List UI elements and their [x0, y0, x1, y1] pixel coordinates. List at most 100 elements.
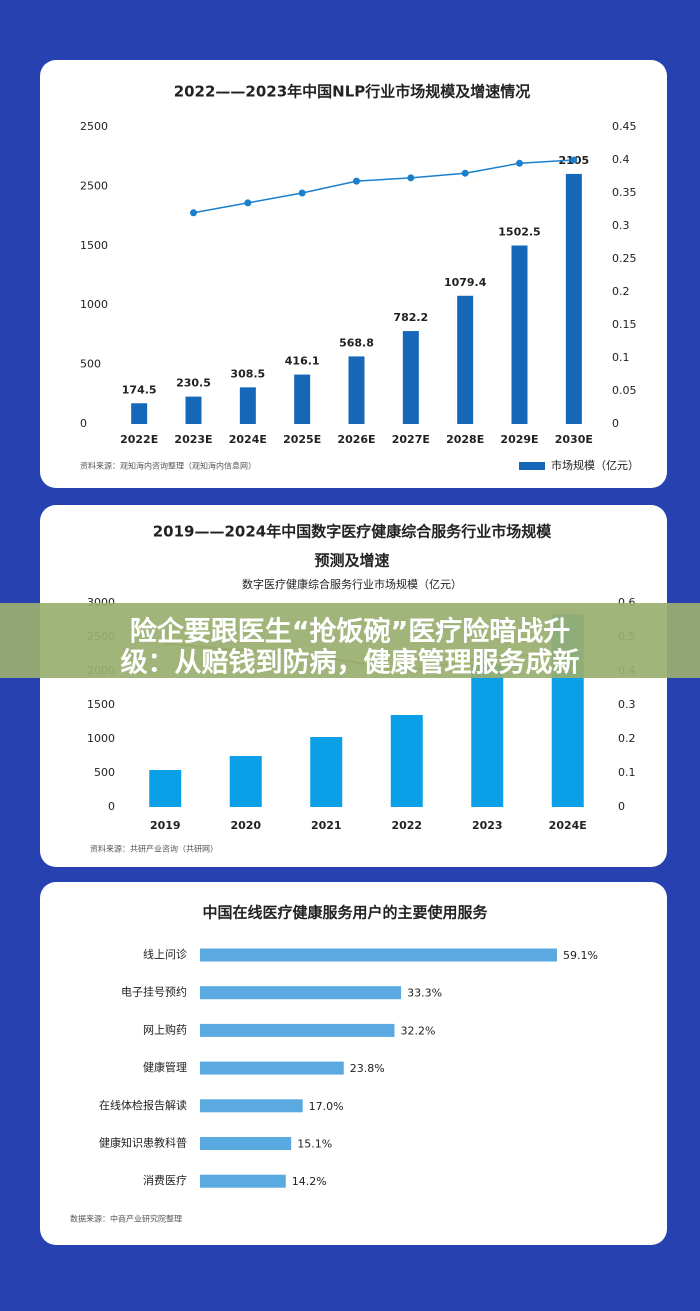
y-tick-label: 消费医疗: [143, 1173, 187, 1187]
x-tick-label: 2022E: [120, 433, 158, 446]
line-marker: [298, 189, 306, 197]
x-tick-label: 2025E: [283, 433, 321, 446]
line-marker: [570, 156, 578, 164]
bar: [200, 1023, 395, 1037]
chart-subtitle: 数字医疗健康综合服务行业市场规模（亿元）: [242, 577, 462, 591]
x-tick-label: 2019: [150, 819, 181, 832]
bar: [390, 714, 423, 807]
bar: [200, 1099, 303, 1113]
y2-tick-label: 0.2: [618, 732, 636, 745]
bar: [565, 173, 582, 424]
bar: [200, 948, 557, 962]
data-label: 174.5: [122, 383, 157, 396]
bar: [310, 737, 343, 807]
y-tick-label: 1500: [87, 698, 115, 711]
bar: [511, 245, 528, 424]
y-tick-label: 2500: [80, 120, 108, 133]
y-tick-label: 线上问诊: [143, 947, 187, 961]
line-marker: [461, 169, 469, 177]
bar: [131, 403, 148, 424]
source: 资料来源：共研产业咨询（共研网）: [90, 844, 218, 854]
banner-text: 级：从赔钱到防病，健康管理服务成新: [121, 647, 580, 679]
data-label: 230.5: [176, 377, 211, 390]
x-tick-label: 2028E: [446, 433, 484, 446]
data-label: 23.8%: [350, 1062, 385, 1075]
bar: [200, 1174, 286, 1188]
x-tick-label: 2026E: [337, 433, 375, 446]
source: 资料来源：观知海内咨询整理（观知海内信息网）: [80, 461, 256, 471]
card: [40, 60, 667, 488]
line-marker: [407, 174, 415, 182]
y2-tick-label: 0.3: [618, 698, 636, 711]
y-tick-label: 健康管理: [143, 1060, 187, 1074]
chart-title: 预测及增速: [314, 552, 389, 570]
y-tick-label: 2500: [80, 179, 108, 192]
y2-tick-label: 0.05: [612, 384, 637, 397]
bar: [200, 1061, 344, 1075]
y2-tick-label: 0.1: [612, 351, 630, 364]
y2-tick-label: 0.4: [612, 153, 630, 166]
bar: [239, 387, 256, 424]
bar: [348, 356, 365, 424]
y2-tick-label: 0.1: [618, 766, 636, 779]
y2-tick-label: 0: [618, 800, 625, 813]
source: 数据来源：中商产业研究院整理: [70, 1214, 182, 1224]
x-tick-label: 2020: [230, 819, 261, 832]
bar: [185, 396, 202, 424]
data-label: 32.2%: [400, 1024, 435, 1037]
banner: [0, 603, 700, 678]
legend-swatch: [519, 462, 545, 470]
bar: [457, 295, 474, 424]
line-marker: [190, 209, 197, 217]
bar: [402, 331, 419, 424]
charts: 0 500 1000 1500 2500 2500 0 0.05 0.1 0.15 0.2 0.2 50…: [80, 120, 639, 1188]
bar: [200, 1137, 292, 1150]
y-tick-label: 电子挂号预约: [121, 985, 187, 999]
data-label: 1502.5: [498, 226, 540, 239]
x-tick-label: 2024E: [549, 819, 587, 832]
bar: [200, 986, 402, 1000]
line-marker: [244, 199, 252, 207]
line-marker: [353, 177, 360, 185]
y-tick-label: 500: [80, 358, 101, 371]
data-label: 14.2%: [292, 1175, 327, 1188]
legend-label: 市场规模（亿元）: [551, 458, 639, 472]
y2-tick-label: 0: [612, 417, 619, 430]
data-label: 308.5: [230, 367, 265, 380]
card: [40, 882, 667, 1245]
line: [193, 159, 574, 214]
bar: [294, 374, 311, 424]
x-tick-label: 2021: [311, 819, 342, 832]
card: [40, 505, 667, 867]
y-tick-label: 0: [108, 800, 115, 813]
y2-tick-label: 0.3: [612, 219, 630, 232]
data-label: 33.3%: [407, 987, 442, 1000]
chart-title: 中国在线医疗健康服务用户的主要使用服务: [202, 904, 488, 922]
data-label: 17.0%: [309, 1100, 344, 1113]
chart-title: 2019——2024年中国数字医疗健康综合服务行业市场规模: [153, 523, 552, 541]
y-tick-label: 1000: [87, 732, 115, 745]
y2-tick-label: 0.45: [612, 120, 637, 133]
x-tick-label: 2030E: [555, 433, 593, 446]
y-tick-label: 1500: [80, 239, 108, 252]
y2-tick-label: 0.2: [612, 285, 630, 298]
x-tick-label: 2023E: [174, 433, 212, 446]
data-label: 1079.4: [444, 276, 487, 289]
y-tick-label: 健康知识患教科普: [99, 1136, 187, 1150]
bar: [149, 770, 182, 807]
y-tick-label: 500: [94, 766, 115, 779]
bar: [471, 664, 504, 807]
y2-tick-label: 0.15: [612, 318, 637, 331]
y-tick-label: 网上购药: [143, 1022, 187, 1036]
line-marker: [516, 159, 523, 167]
banner-text: 险企要跟医生“抢饭碗”医疗险暗战升: [130, 616, 571, 648]
y-tick-label: 0: [80, 417, 87, 430]
x-tick-label: 2023: [472, 819, 503, 832]
data-label: 782.2: [393, 311, 428, 324]
chart-title: 2022——2023年中国NLP行业市场规模及增速情况: [174, 83, 531, 101]
data-label: 59.1%: [563, 949, 598, 962]
x-tick-label: 2029E: [500, 433, 538, 446]
y-tick-label: 在线体检报告解读: [99, 1098, 187, 1112]
data-label: 568.8: [339, 336, 374, 349]
